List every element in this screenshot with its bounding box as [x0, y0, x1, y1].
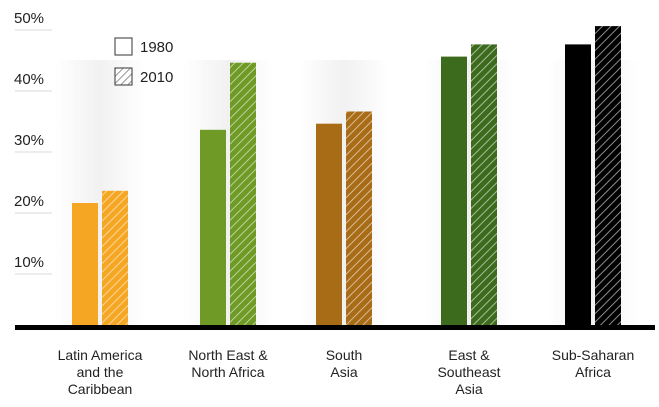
y-tick-label: 10%	[14, 254, 44, 271]
x-category-label: Sub-Saharan Africa	[552, 347, 635, 380]
category-band	[55, 60, 145, 325]
x-axis-category-labels: Latin America and the Caribbean North East …	[58, 347, 635, 397]
x-category-label: East & Southeast Asia	[437, 347, 500, 397]
gridlines	[15, 29, 52, 275]
bar-2010	[230, 62, 256, 325]
legend-swatch-2010	[114, 67, 133, 86]
legend: 1980 2010	[114, 37, 173, 86]
bar-1980	[72, 203, 98, 325]
legend-label: 1980	[140, 39, 173, 56]
bar-1980	[200, 129, 226, 325]
category-band	[299, 60, 389, 325]
bar-1980	[565, 44, 591, 326]
x-category-label: North East & North Africa	[188, 347, 268, 380]
category-band	[424, 60, 514, 325]
bar-1980	[441, 56, 467, 325]
bar-2010	[102, 190, 128, 325]
bar-2010	[471, 44, 497, 326]
bar-2010	[346, 111, 372, 325]
category-band	[548, 60, 638, 325]
y-tick-label: 40%	[14, 71, 44, 88]
x-axis-baseline	[15, 325, 655, 330]
y-axis-tick-labels: 10% 20% 30% 40% 50%	[14, 10, 44, 271]
category-band	[183, 60, 273, 325]
category-bands	[55, 60, 638, 325]
legend-label: 2010	[140, 69, 173, 86]
y-tick-label: 20%	[14, 193, 44, 210]
x-category-label: South Asia	[326, 347, 363, 380]
bars	[72, 26, 621, 326]
y-tick-label: 50%	[14, 10, 44, 27]
x-axis-line	[15, 325, 655, 330]
x-category-label: Latin America and the Caribbean	[58, 347, 143, 397]
bar-2010	[595, 26, 621, 325]
y-tick-label: 30%	[14, 132, 44, 149]
legend-swatch-1980	[114, 37, 133, 56]
bar-1980	[316, 123, 342, 325]
